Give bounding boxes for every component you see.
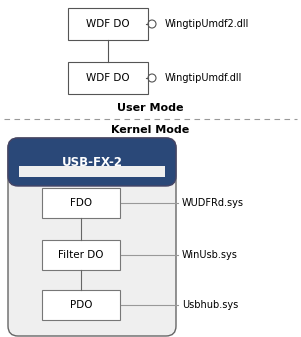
Text: Usbhub.sys: Usbhub.sys	[182, 300, 238, 310]
Bar	[156, 155, 166, 157]
Bar	[156, 159, 166, 161]
Bar	[156, 156, 166, 158]
Bar	[28, 169, 156, 171]
Bar	[18, 152, 28, 154]
Bar	[156, 172, 166, 174]
Bar	[28, 159, 156, 161]
Bar	[156, 167, 166, 170]
Bar	[18, 158, 28, 160]
Text: WDF DO: WDF DO	[86, 73, 130, 83]
Bar	[28, 152, 156, 154]
Text: WDF DO: WDF DO	[86, 19, 130, 29]
Bar	[18, 158, 28, 160]
Bar	[156, 151, 166, 153]
Bar	[18, 151, 28, 153]
Bar	[28, 163, 156, 165]
Bar	[28, 173, 156, 175]
Bar	[28, 162, 156, 164]
Bar	[18, 167, 28, 170]
Bar	[156, 158, 166, 160]
Bar	[28, 175, 156, 177]
Text: FDO: FDO	[70, 198, 92, 208]
Bar	[18, 166, 28, 168]
Bar	[18, 161, 28, 162]
Bar	[28, 167, 156, 170]
Bar	[18, 171, 28, 172]
Bar	[156, 175, 166, 177]
Bar	[18, 165, 28, 167]
Bar	[156, 162, 166, 164]
Bar	[28, 149, 156, 151]
Bar	[68, 62, 148, 94]
Bar	[156, 169, 166, 171]
Bar	[28, 166, 156, 168]
Text: Kernel Mode: Kernel Mode	[111, 125, 189, 135]
Bar	[42, 290, 120, 320]
Bar	[18, 172, 28, 174]
Bar	[28, 154, 156, 155]
Bar	[42, 188, 120, 218]
Text: Filter DO: Filter DO	[58, 250, 104, 260]
Bar	[28, 161, 156, 162]
Bar	[28, 148, 156, 150]
FancyBboxPatch shape	[8, 138, 176, 336]
Text: PDO: PDO	[70, 300, 92, 310]
Bar	[156, 152, 166, 154]
Bar	[19, 166, 165, 177]
Bar	[28, 171, 156, 172]
Bar	[156, 165, 166, 167]
Bar	[28, 156, 156, 158]
Bar	[18, 154, 28, 155]
FancyBboxPatch shape	[8, 138, 176, 186]
Text: User Mode: User Mode	[117, 103, 183, 113]
Bar	[28, 155, 156, 157]
Text: WingtipUmdf2.dll: WingtipUmdf2.dll	[165, 19, 249, 29]
Bar	[28, 158, 156, 160]
Bar	[68, 8, 148, 40]
Bar	[42, 240, 120, 270]
Text: USB-FX-2: USB-FX-2	[61, 155, 123, 168]
Bar	[156, 149, 166, 151]
Bar	[18, 155, 28, 157]
Bar	[18, 175, 28, 177]
Bar	[18, 169, 28, 171]
Bar	[156, 158, 166, 160]
Text: WinUsb.sys: WinUsb.sys	[182, 250, 238, 260]
Bar	[18, 156, 28, 158]
Text: WUDFRd.sys: WUDFRd.sys	[182, 198, 244, 208]
Bar	[28, 172, 156, 174]
Bar	[18, 173, 28, 175]
Bar	[18, 149, 28, 151]
Bar	[156, 154, 166, 155]
Bar	[18, 159, 28, 161]
Bar	[28, 151, 156, 153]
Text: WingtipUmdf.dll: WingtipUmdf.dll	[165, 73, 242, 83]
Bar	[156, 171, 166, 172]
Bar	[156, 161, 166, 162]
Bar	[18, 163, 28, 165]
Bar	[28, 165, 156, 167]
Bar	[156, 163, 166, 165]
Bar	[18, 162, 28, 164]
Bar	[156, 166, 166, 168]
Bar	[156, 173, 166, 175]
